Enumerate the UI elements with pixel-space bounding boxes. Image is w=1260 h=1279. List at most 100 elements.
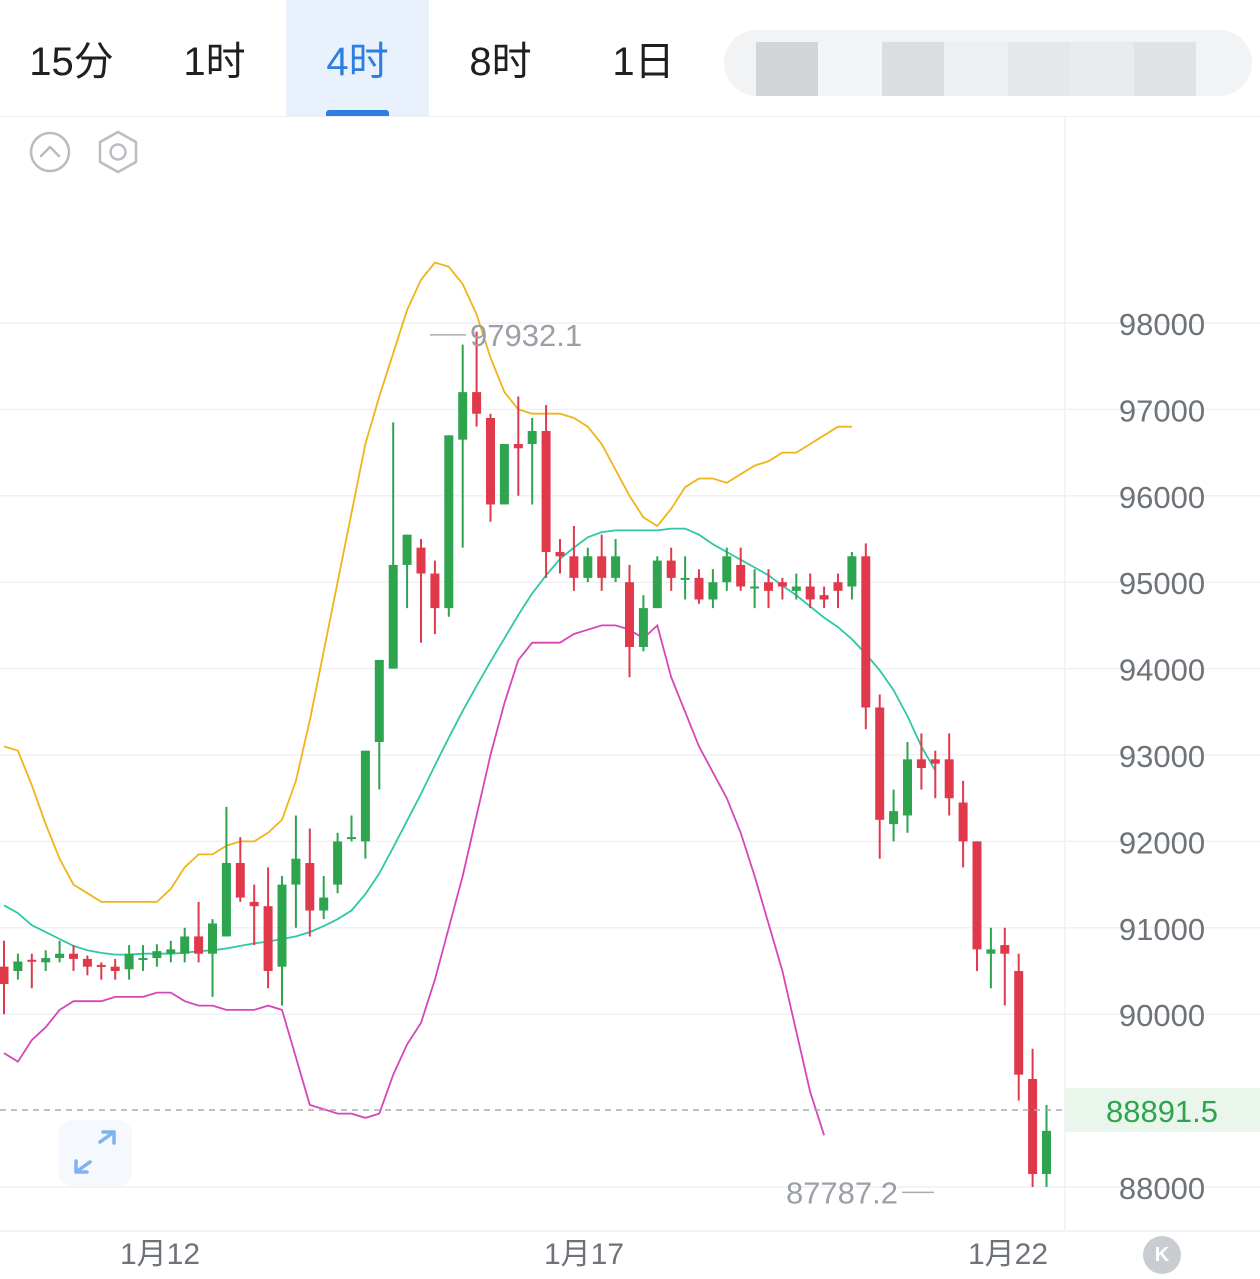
tab-4h[interactable]: 4时 [286,0,429,116]
candle-body [958,802,968,842]
candle-body [249,901,259,907]
candle-body [764,582,773,591]
candle-body [750,586,760,589]
candle-body [472,392,482,414]
candle-body [194,936,204,954]
candle-body [263,906,273,971]
tab-15min[interactable]: 15分 [0,0,143,116]
candle [861,543,871,730]
expand-arrows-icon[interactable] [58,1120,132,1186]
candle [694,569,704,604]
candle [791,573,801,600]
candle [305,828,315,937]
candle [916,733,926,790]
candle [388,422,398,669]
candle-body [889,811,899,825]
candle [41,950,51,971]
candle [82,955,92,976]
candle-body [861,556,871,708]
candle [208,919,217,997]
candle [555,539,565,574]
candle-body [791,586,801,591]
grid-lines [0,116,1260,1232]
candle [124,945,134,980]
candle-body [486,418,495,505]
candle-body [374,659,384,743]
candle-body [569,556,579,578]
candle-body [583,556,593,578]
y-tick-label: 92000 [1119,825,1205,860]
low-annotation-label: 87787.2 [786,1175,898,1210]
k-logo-badge[interactable]: K [1143,1236,1181,1274]
candle [1014,953,1024,1101]
candle-body [666,560,676,578]
candle-body [458,392,468,440]
candle-body [513,443,523,449]
candle-body [208,923,217,954]
candle [472,331,482,427]
candle-body [972,841,982,950]
candle [360,750,370,859]
candle-body [736,564,746,587]
y-tick-label: 94000 [1119,653,1205,688]
candle [1042,1104,1051,1187]
hexagon-settings-icon[interactable] [96,130,140,174]
x-tick-label: 1月17 [544,1238,624,1271]
x-axis: 1月12 1月17 1月22 [120,1238,1048,1271]
candle-body [96,964,106,967]
candle-body [347,837,356,840]
candle [527,418,537,505]
candle-body [680,577,690,580]
y-tick-label: 91000 [1119,912,1205,947]
candle [374,659,384,790]
candle-body [819,595,829,600]
candle [249,884,259,946]
candle [736,547,746,591]
tab-label: 8时 [469,40,532,84]
candles [0,331,1051,1187]
candle-body [402,534,412,565]
candle-body [875,707,885,820]
annotations: 97932.1 87787.2 [430,318,934,1210]
candle-body [625,582,634,647]
candle [513,396,523,496]
candle [55,940,65,963]
candle-body [416,547,426,574]
candle-body [694,577,704,600]
y-tick-label: 98000 [1119,307,1205,342]
candle [138,945,148,971]
candle-body [930,759,940,764]
candle [291,815,301,928]
candle [903,742,912,833]
candle-body [138,958,148,961]
candle-body [388,564,398,669]
candle [625,564,634,678]
candle [180,927,190,963]
y-tick-label: 97000 [1119,393,1205,428]
y-tick-label: 96000 [1119,480,1205,515]
candle [402,534,412,609]
candle-body [13,961,23,971]
candle [638,595,648,652]
candle [194,901,204,963]
tab-label: 1日 [612,40,675,84]
tab-1d[interactable]: 1日 [572,0,715,116]
candle [847,551,857,600]
candle [986,927,996,989]
candle [722,547,732,591]
candle [430,560,440,635]
candle [930,750,940,799]
chevron-up-circle-icon[interactable] [28,130,72,174]
candle-body [1028,1079,1038,1175]
candle [319,875,329,920]
candle [263,867,273,989]
candle-body [903,759,912,816]
current-price-label: 88891.5 [1106,1094,1218,1129]
candle-body [180,936,190,954]
candle [875,694,885,859]
blurred-tab-strip [724,30,1252,96]
tab-label: 15分 [29,40,114,84]
tab-8h[interactable]: 8时 [429,0,572,116]
tab-1h[interactable]: 1时 [143,0,286,116]
candle [569,526,579,591]
